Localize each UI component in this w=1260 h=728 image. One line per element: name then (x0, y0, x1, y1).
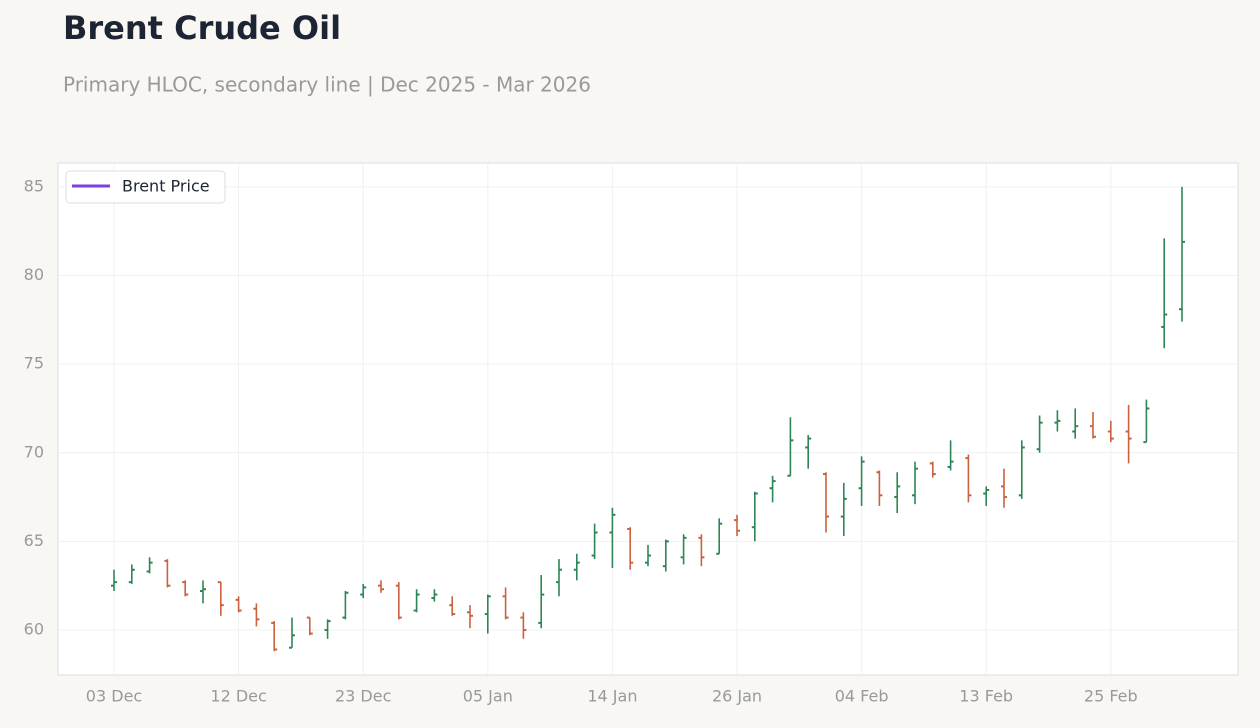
legend-label: Brent Price (122, 177, 210, 196)
chart-title: Brent Crude Oil (63, 9, 341, 47)
y-tick-label: 70 (24, 442, 44, 461)
x-tick-label: 04 Feb (835, 687, 889, 706)
y-tick-label: 75 (24, 354, 44, 373)
x-tick-label: 13 Feb (959, 687, 1013, 706)
y-tick-label: 65 (24, 531, 44, 550)
y-tick-label: 80 (24, 265, 44, 284)
x-tick-label: 26 Jan (712, 687, 762, 706)
x-tick-label: 05 Jan (463, 687, 513, 706)
x-tick-label: 25 Feb (1084, 687, 1138, 706)
bars (111, 186, 1185, 652)
plot-area (57, 162, 1239, 676)
x-tick-label: 23 Dec (335, 687, 391, 706)
legend (65, 170, 226, 204)
y-tick-label: 85 (24, 176, 44, 195)
grid (58, 163, 1238, 675)
x-tick-label: 14 Jan (587, 687, 637, 706)
y-tick-label: 60 (24, 619, 44, 638)
x-tick-label: 12 Dec (210, 687, 266, 706)
x-tick-label: 03 Dec (86, 687, 142, 706)
chart-subtitle: Primary HLOC, secondary line | Dec 2025 … (63, 73, 591, 97)
